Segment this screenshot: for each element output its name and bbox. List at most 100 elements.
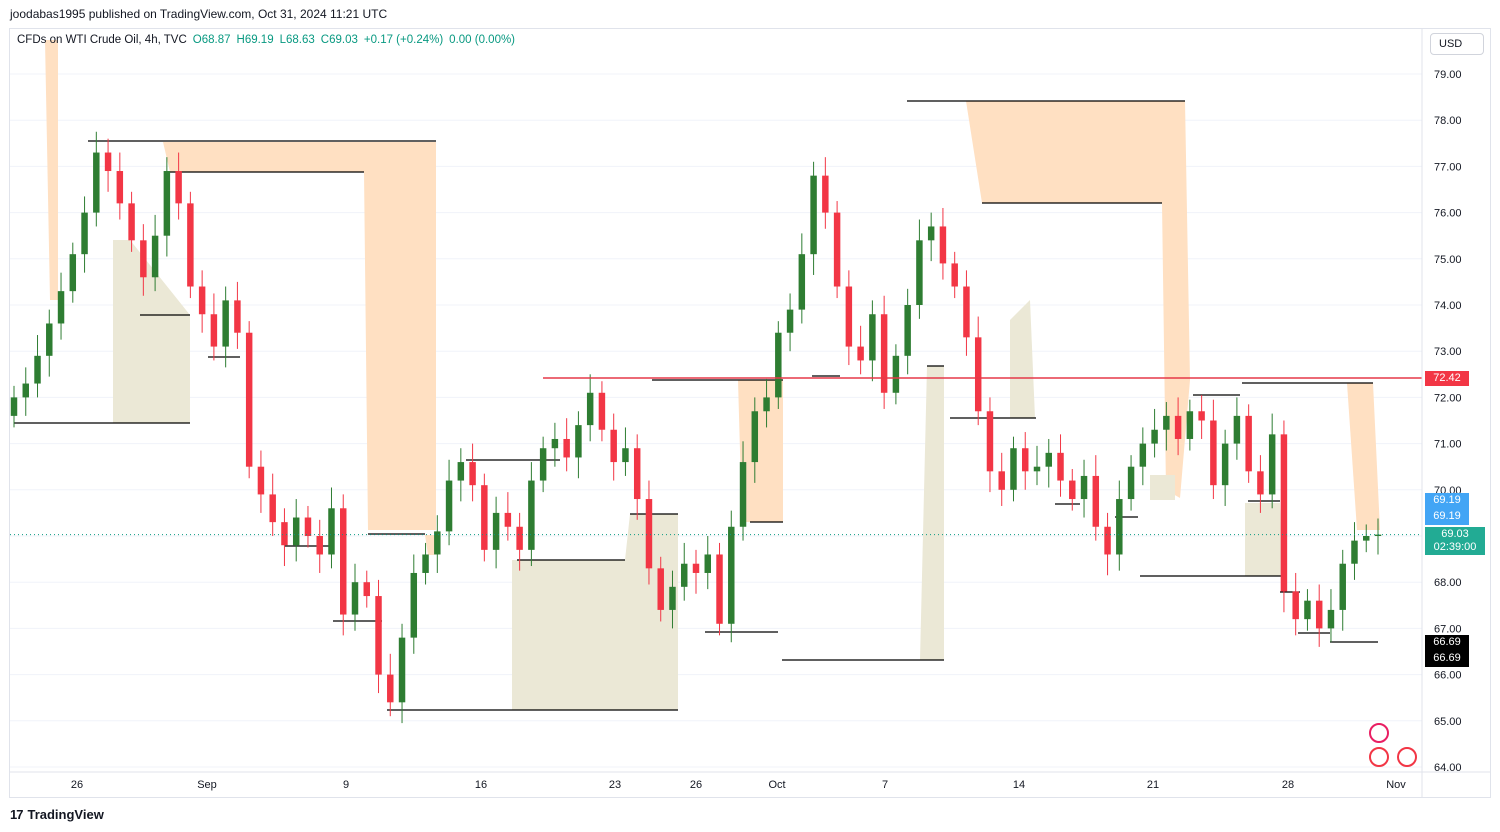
last-price-value: 69.03 (1441, 528, 1469, 540)
x-tick-label: 28 (1282, 779, 1294, 791)
currency-button[interactable]: USD (1430, 33, 1484, 55)
candle-body (1233, 415, 1241, 444)
x-tick-label: 23 (609, 779, 621, 791)
candle-body (1069, 480, 1076, 500)
y-tick-label: 66.00 (1434, 670, 1462, 682)
candle-body (304, 517, 312, 536)
y-tick-label: 77.00 (1434, 161, 1462, 173)
legend-volume: 0.00 (0.00%) (449, 34, 516, 46)
candle-body (457, 462, 465, 481)
candle-body (363, 582, 370, 597)
candle-body (140, 240, 147, 278)
candle-body (1139, 443, 1147, 467)
y-tick-label: 79.00 (1434, 69, 1462, 81)
demand-zone (1010, 300, 1035, 418)
candle-body (222, 300, 229, 347)
y-tick-label: 73.00 (1434, 346, 1462, 358)
candle-body (445, 480, 453, 532)
legend-symbol[interactable]: CFDs on WTI Crude Oil, 4h, TVC (17, 34, 187, 46)
candle-body (1022, 448, 1029, 472)
candle-body (916, 240, 923, 305)
candle-body (1092, 475, 1100, 527)
candle-body (69, 254, 77, 292)
y-tick-label: 67.00 (1434, 623, 1462, 635)
candle-body (316, 536, 323, 555)
us-flag-icon (1397, 747, 1417, 767)
candle-body (340, 508, 347, 615)
candle-body (575, 425, 582, 458)
candle-body (810, 175, 817, 255)
y-tick-label: 75.00 (1434, 254, 1462, 266)
candle-body (1315, 600, 1323, 629)
low-price-badge: 66.69 (1425, 635, 1469, 651)
candle-body (387, 674, 394, 703)
candle-body (234, 300, 241, 333)
candle-body (328, 508, 335, 555)
candle-body (1198, 411, 1205, 421)
candle-body (504, 512, 512, 527)
candle-body (151, 235, 159, 278)
candle-body (1151, 429, 1158, 444)
candle-body (1292, 591, 1299, 620)
candle-body (998, 471, 1005, 490)
y-tick-label: 64.00 (1434, 762, 1462, 774)
candle-body (116, 171, 124, 204)
candle-body (1363, 536, 1370, 541)
candle-body (539, 448, 547, 481)
candle-body (880, 314, 888, 393)
candle-body (398, 637, 406, 703)
candle-body (1163, 415, 1170, 430)
candle-body (657, 568, 664, 610)
candle-body (492, 512, 500, 550)
candle-body (198, 286, 206, 315)
candle-body (1033, 466, 1041, 472)
candle-body (986, 411, 994, 472)
x-tick-label: Oct (768, 779, 785, 791)
candle-body (1127, 466, 1135, 500)
candle-body (281, 522, 288, 546)
published-line: joodabas1995 published on TradingView.co… (10, 7, 388, 21)
candle-body (610, 429, 617, 463)
tradingview-logo[interactable]: 17 TradingView (10, 807, 104, 822)
candle-body (892, 355, 900, 393)
candle-body (93, 152, 100, 213)
high-price-badge-2: 69.19 (1425, 509, 1469, 525)
x-tick-label: 14 (1013, 779, 1025, 791)
candle-body (563, 438, 570, 458)
candle-body (1339, 563, 1346, 610)
candle-body (1257, 471, 1264, 495)
resistance-price-badge: 72.42 (1425, 371, 1469, 386)
supply-zone (45, 40, 58, 300)
candle-body (622, 448, 629, 463)
candle-body (786, 309, 794, 333)
supply-zone (1347, 383, 1380, 530)
candle-body (681, 563, 688, 587)
candle-body (974, 337, 982, 412)
candle-body (57, 291, 65, 324)
candle-body (822, 175, 829, 213)
x-tick-label: 26 (690, 779, 702, 791)
x-tick-label: 21 (1147, 779, 1159, 791)
demand-zone (1245, 503, 1283, 576)
candle-body (551, 438, 559, 449)
candle-body (351, 582, 359, 615)
candle-body (586, 392, 594, 426)
candle-body (528, 480, 535, 550)
legend-low: L68.63 (279, 34, 315, 46)
y-tick-label: 71.00 (1434, 439, 1462, 451)
candle-body (728, 526, 735, 624)
us-flag-icon (1369, 747, 1389, 767)
y-tick-label: 65.00 (1434, 716, 1462, 728)
candle-body (1245, 415, 1252, 472)
candle-body (422, 554, 429, 573)
low-price-badge-2: 66.69 (1425, 651, 1469, 667)
candle-body (175, 171, 182, 204)
candle-body (763, 397, 770, 412)
candle-body (1268, 434, 1276, 495)
candle-body (775, 332, 782, 398)
candle-body (210, 314, 218, 347)
demand-zone (113, 240, 190, 423)
candle-body (516, 526, 523, 550)
candle-body (1080, 475, 1088, 500)
